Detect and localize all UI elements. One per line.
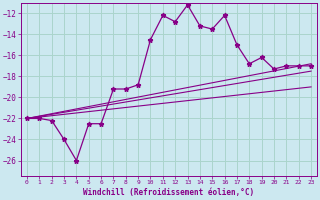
X-axis label: Windchill (Refroidissement éolien,°C): Windchill (Refroidissement éolien,°C) [84, 188, 255, 197]
